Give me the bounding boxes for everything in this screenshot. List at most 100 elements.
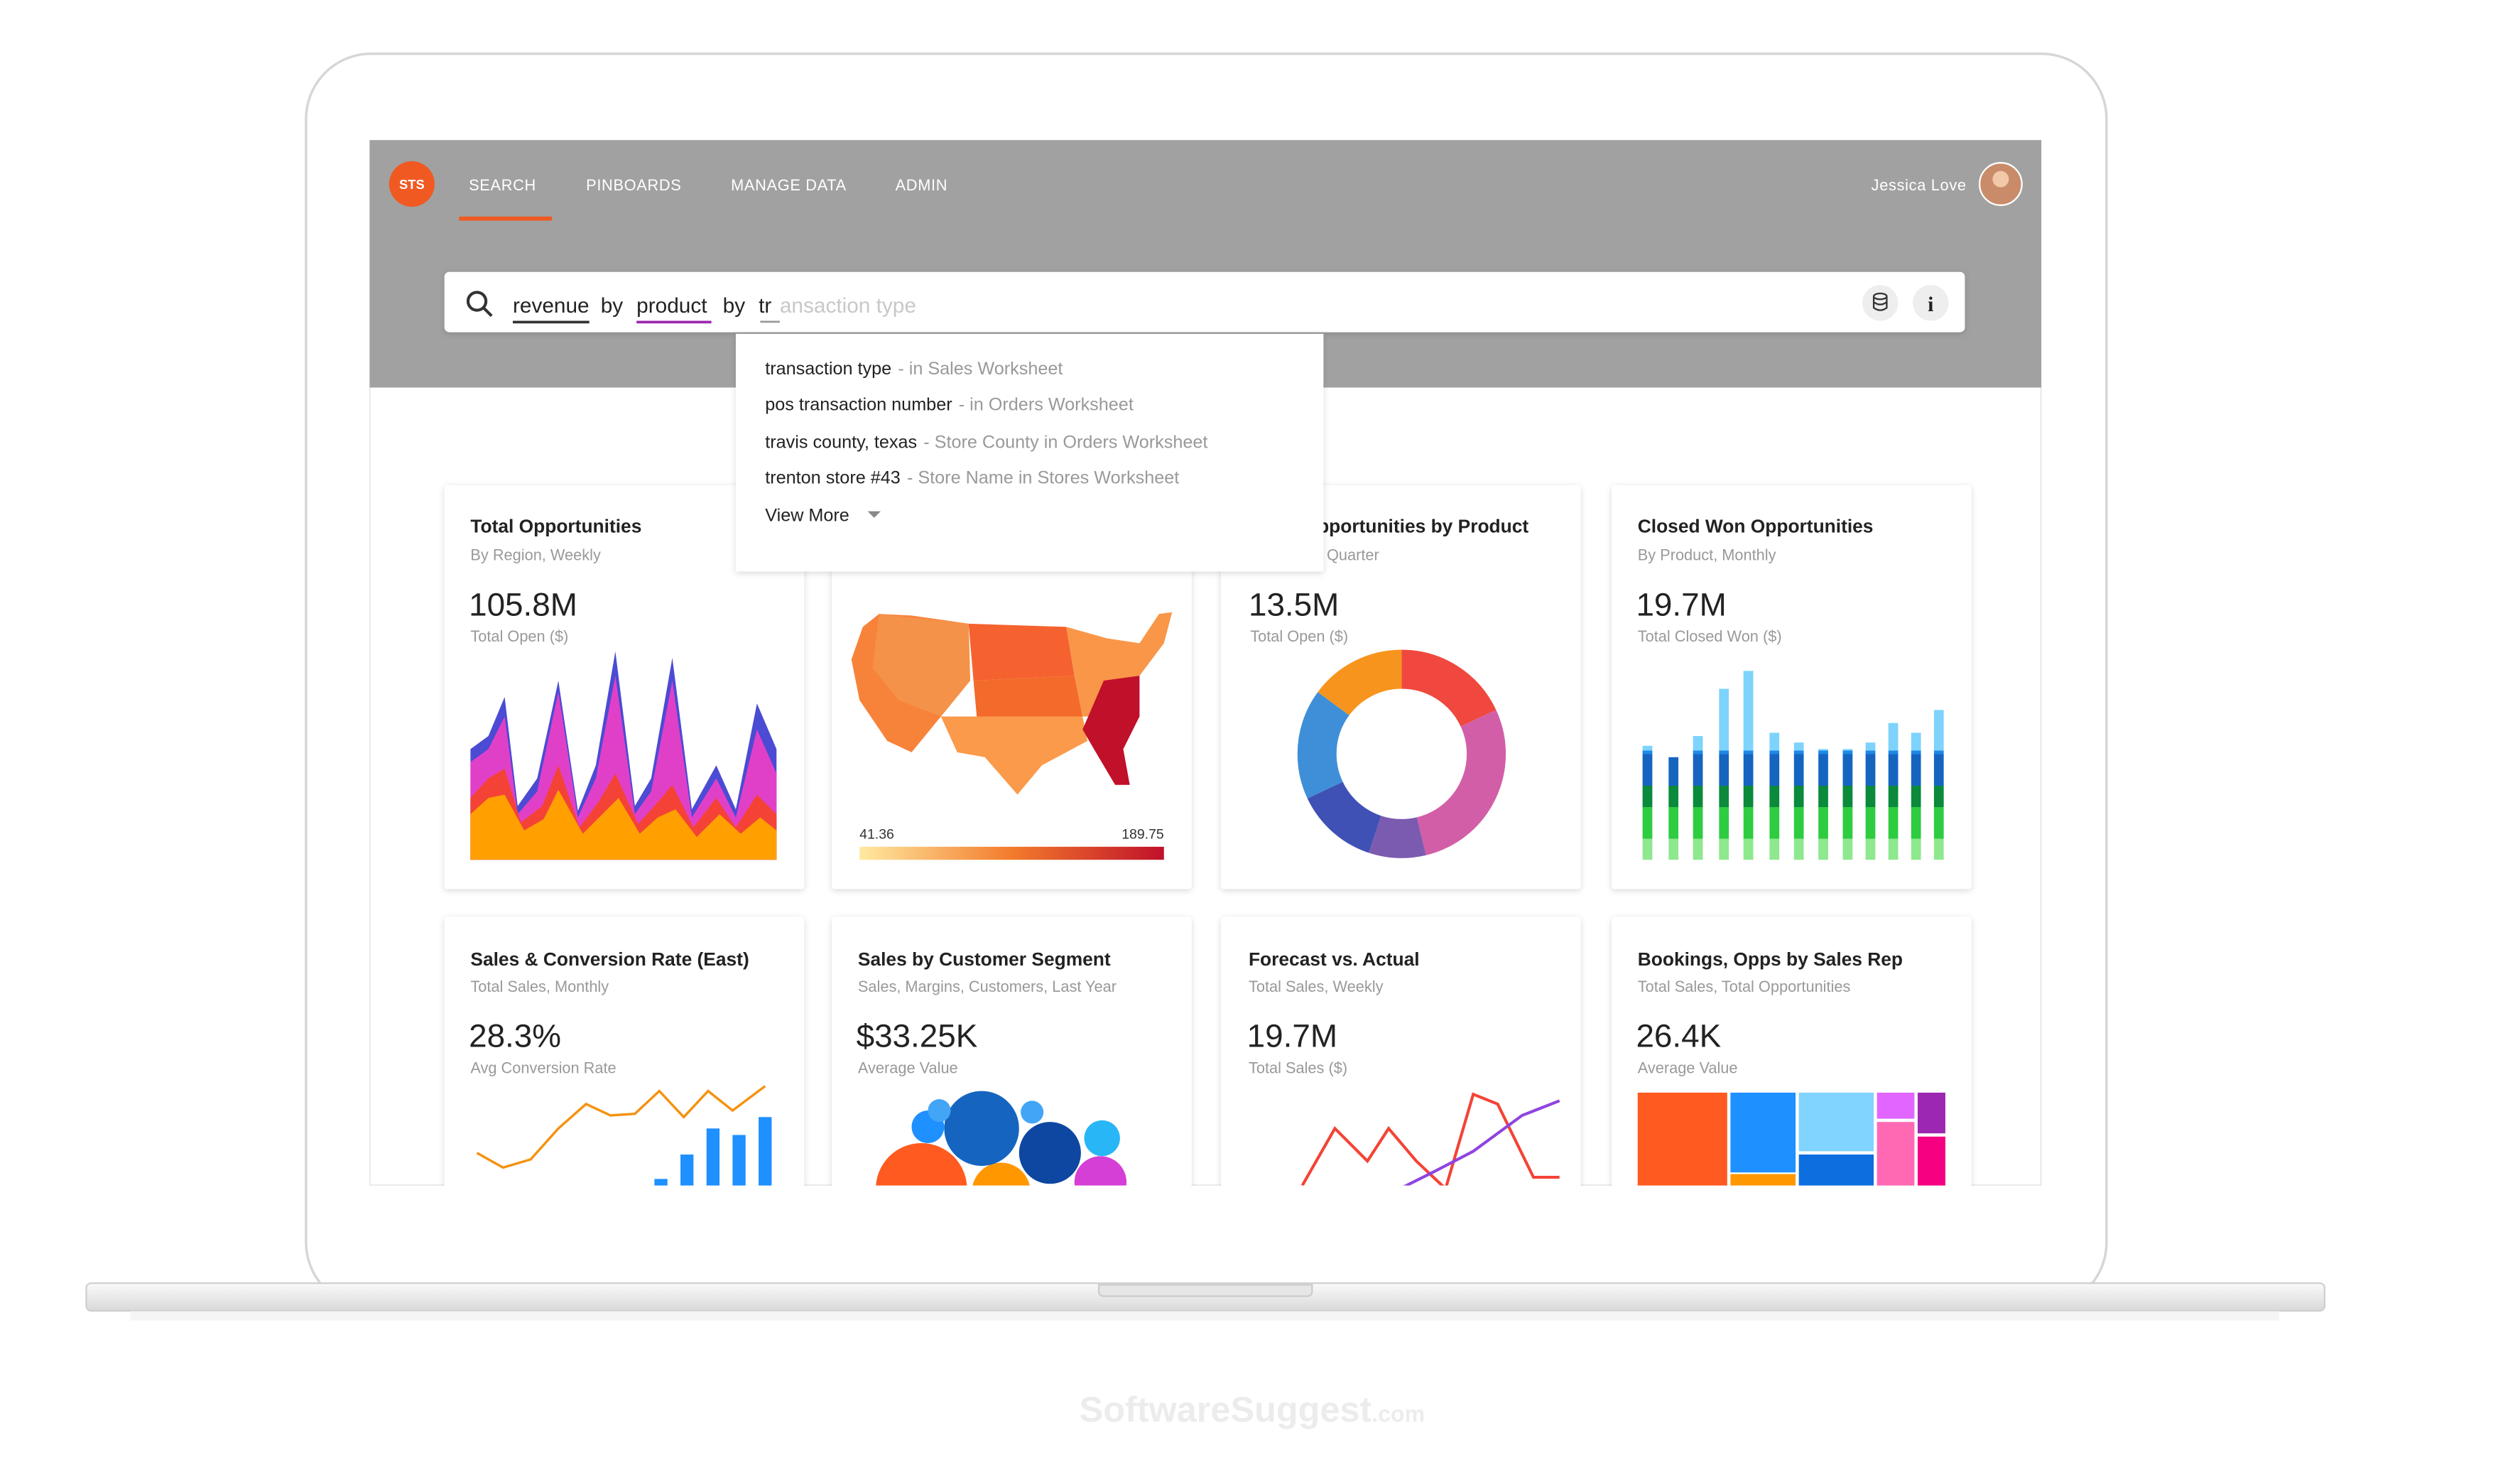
card[interactable]: 41.36 189.75 [832, 485, 1192, 889]
bubble [1019, 1122, 1081, 1184]
card-value: 13.5M [1249, 586, 1339, 622]
card-title: Sales by Customer Segment [858, 948, 1111, 970]
legend-min: 41.36 [859, 826, 894, 842]
search-token: by [723, 294, 746, 318]
bar [706, 1128, 720, 1186]
card[interactable]: Bookings, Opps by Sales Rep Total Sales,… [1612, 916, 1972, 1242]
laptop-shadow [130, 1311, 2279, 1321]
suggestion[interactable]: travis county, texas - Store County in Or… [765, 432, 1207, 452]
donut-segment [1297, 649, 1506, 858]
bubble [972, 1162, 1030, 1186]
card-caption: Total Sales ($) [1249, 1059, 1347, 1076]
info-icon: i [1928, 293, 1933, 316]
bar [1842, 749, 1853, 860]
token-underline [636, 320, 712, 324]
treemap-cell [1798, 1092, 1874, 1152]
card-subtitle: Total Sales, Weekly [1249, 978, 1384, 995]
search-token: product [636, 294, 707, 318]
watermark: SoftwareSuggest.com [1080, 1389, 1425, 1429]
laptop-notch [1097, 1284, 1313, 1297]
donut-segment [1297, 649, 1506, 858]
search-typed: tr [759, 294, 771, 318]
card[interactable]: Opportunities by Product Quarter 13.5M T… [1220, 485, 1581, 889]
card-value: $33.25K [857, 1018, 978, 1054]
logo[interactable] [389, 161, 435, 207]
suggestion-source: - Store County in Orders Worksheet [923, 432, 1207, 452]
search-token: revenue [513, 294, 590, 318]
bar [1865, 742, 1876, 860]
bubble [1084, 1120, 1120, 1157]
treemap-cell [1730, 1092, 1796, 1173]
nav-item[interactable]: ADMIN [896, 176, 948, 194]
card[interactable]: Sales by Customer Segment Sales, Margins… [832, 916, 1192, 1242]
card-bg [1220, 916, 1581, 1186]
suggestion[interactable]: transaction type - in Sales Worksheet [765, 359, 1063, 379]
card-caption: Average Value [1638, 1059, 1738, 1076]
suggestion-source: - in Sales Worksheet [898, 359, 1063, 379]
search-icon-handle [482, 306, 493, 318]
card-value: 105.8M [469, 586, 577, 622]
card-subtitle: Quarter [1327, 546, 1379, 563]
bar [1642, 745, 1653, 860]
dropdown-bg [735, 333, 1324, 572]
token-underline [760, 320, 780, 323]
search-token: by [601, 294, 624, 318]
card-subtitle: Sales, Margins, Customers, Last Year [858, 978, 1117, 995]
map-region [940, 716, 1088, 795]
nav-active-underline [459, 216, 552, 221]
card[interactable]: Sales & Conversion Rate (East) Total Sal… [444, 916, 805, 1242]
card-value: 19.7M [1247, 1018, 1337, 1054]
view-more[interactable]: View More [765, 505, 849, 525]
card[interactable]: Closed Won Opportunities By Product, Mon… [1612, 485, 1972, 889]
bar [732, 1135, 746, 1186]
nav-item[interactable]: SEARCH [469, 176, 536, 194]
db-icon [1872, 296, 1888, 311]
card-value: 26.4K [1636, 1018, 1721, 1054]
card[interactable]: Forecast vs. Actual Total Sales, Weekly … [1220, 916, 1581, 1242]
search-bar[interactable] [444, 271, 1965, 332]
bubble [928, 1099, 951, 1123]
card-title: Bookings, Opps by Sales Rep [1638, 948, 1903, 970]
card-value: 28.3% [469, 1018, 561, 1054]
nav-item[interactable]: MANAGE DATA [731, 176, 847, 194]
treemap-cell [1877, 1092, 1915, 1119]
suggestion[interactable]: pos transaction number - in Orders Worksh… [765, 395, 1134, 415]
suggestion-source: - Store Name in Stores Worksheet [907, 468, 1179, 488]
bars [1642, 671, 1944, 860]
user-name[interactable]: Jessica Love [1872, 176, 1967, 194]
treemap-cell [1877, 1122, 1915, 1186]
bar [1911, 732, 1921, 860]
bar [1693, 735, 1703, 860]
legend-max: 189.75 [1121, 826, 1164, 842]
bubble [876, 1142, 967, 1186]
treemap-cell [1730, 1174, 1796, 1186]
suggestion-term: travis county, texas [765, 432, 917, 452]
map-region [872, 614, 971, 717]
card-caption: Avg Conversion Rate [470, 1059, 616, 1076]
bar [759, 1117, 772, 1186]
data-source-button[interactable] [1862, 285, 1899, 321]
treemap-cell [1917, 1136, 1945, 1186]
info-button[interactable] [1913, 285, 1949, 321]
area [470, 789, 777, 860]
suggestion-term: transaction type [765, 359, 891, 379]
avatar-face [1992, 171, 2009, 188]
card-caption: Total Open ($) [1250, 627, 1348, 645]
token-underline [512, 320, 590, 324]
nav-item[interactable]: PINBOARDS [586, 176, 681, 194]
view-more-caret [867, 511, 881, 518]
bar [1668, 757, 1679, 860]
line [1403, 1099, 1560, 1186]
card[interactable]: Total Opportunities By Region, Weekly 10… [444, 485, 805, 889]
card-bg [444, 916, 805, 1186]
search-completion: ansaction type [780, 294, 916, 318]
bar [1769, 732, 1780, 860]
card-title: Forecast vs. Actual [1249, 948, 1420, 970]
treemap-cell [1798, 1155, 1874, 1186]
logo-text: STS [399, 177, 425, 192]
bar [1793, 742, 1804, 860]
suggestion[interactable]: trenton store #43 - Store Name in Stores … [765, 468, 1179, 488]
card-caption: Total Closed Won ($) [1638, 627, 1782, 645]
line [476, 1085, 766, 1169]
